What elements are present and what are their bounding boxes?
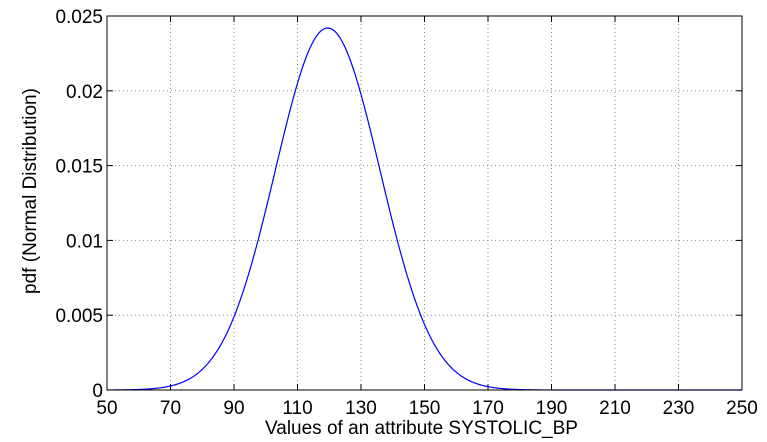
x-tick-label: 70 [160,398,181,419]
x-tick-label: 210 [599,398,631,419]
x-tick-labels: 50 70 90 110 130 150 170 190 210 230 250 [96,398,757,419]
y-tick-label: 0.01 [66,231,103,252]
x-tick-label: 190 [536,398,568,419]
y-tick-label: 0 [92,381,103,402]
grid-lines [107,16,742,390]
x-tick-label: 50 [96,398,117,419]
x-tick-label: 150 [409,398,441,419]
y-tick-label: 0.015 [55,157,103,178]
x-axis-label: Values of an attribute SYSTOLIC_BP [265,418,578,439]
y-axis-label: pdf (Normal Distribution) [20,88,41,294]
axis-ticks [106,15,743,391]
x-tick-label: 250 [726,398,758,419]
y-tick-labels: 0 0.005 0.01 0.015 0.02 0.025 [55,7,103,402]
x-tick-label: 170 [472,398,504,419]
y-tick-label: 0.025 [55,7,103,28]
x-tick-label: 230 [663,398,695,419]
y-tick-label: 0.005 [55,306,103,327]
x-tick-label: 90 [223,398,244,419]
x-tick-label: 130 [345,398,377,419]
y-tick-label: 0.02 [66,82,103,103]
x-tick-label: 110 [282,398,312,419]
